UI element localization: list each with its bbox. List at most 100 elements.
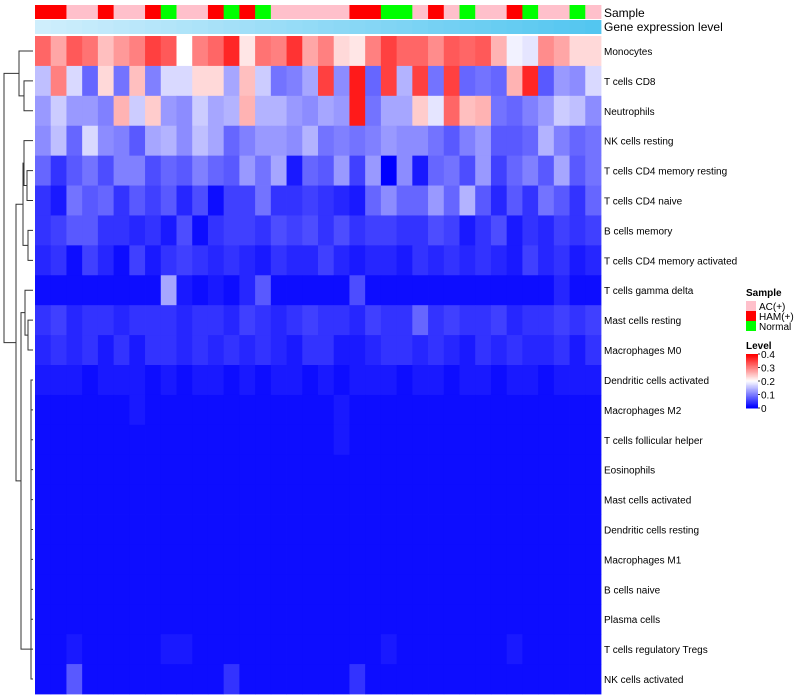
gene-expression-annotation-cell [223,20,240,34]
heatmap-cell [396,454,413,486]
heatmap-cell [255,365,272,396]
heatmap-cell [333,394,350,426]
heatmap-cell [333,574,350,605]
heatmap-cell [522,634,539,665]
gene-expression-annotation-cell [129,20,146,34]
heatmap-cell [97,454,115,486]
row-label: Neutrophils [604,107,655,118]
heatmap-cell [569,65,586,97]
gene-expression-annotation-cell [82,20,99,34]
heatmap-cell [475,245,492,276]
heatmap-cell [35,305,52,336]
sample-annotation-cell [443,5,460,19]
annotation-label-sample: Sample [604,6,645,20]
heatmap-cell [113,514,130,545]
heatmap-cell [145,125,162,157]
sample-annotation-cell [145,5,162,19]
heatmap-cell [365,394,382,426]
heatmap-cell [113,335,130,366]
heatmap-cell [50,544,67,575]
heatmap-cell [82,155,99,186]
heatmap-cell [255,514,272,545]
heatmap-cell [160,95,177,127]
heatmap-cell [192,424,209,456]
heatmap-cell [380,664,398,695]
heatmap-cell [585,544,602,575]
heatmap-cell [506,36,523,67]
legend-level-gradient-step [746,375,758,378]
heatmap-cell [113,185,130,216]
heatmap-cell [302,335,319,366]
heatmap-cell [318,424,335,456]
heatmap-cell [160,215,177,246]
heatmap-cell [97,275,115,306]
heatmap-cell [66,574,83,605]
legend-level-gradient-step [746,385,758,387]
heatmap-cell [192,95,209,127]
heatmap-cell [223,664,240,695]
heatmap-cell [239,544,256,575]
heatmap-cell [82,514,99,545]
heatmap-cell [35,604,52,635]
heatmap-cell [443,604,460,635]
heatmap-cell [412,544,429,575]
heatmap-cell [396,335,413,366]
heatmap-cell [145,634,162,665]
heatmap-cell [255,335,272,366]
heatmap-cell [50,484,67,515]
heatmap-cell [145,604,162,635]
heatmap-cell [553,305,570,336]
heatmap-cell [380,604,398,635]
heatmap-cell [553,514,570,545]
heatmap-cell [97,574,115,605]
heatmap-cell [475,604,492,635]
heatmap-cell [459,335,476,366]
gene-expression-annotation-cell [538,20,555,34]
gene-expression-annotation-cell [553,20,570,34]
heatmap-cell [365,275,382,306]
heatmap-cell [223,125,240,157]
row-label: NK cells resting [604,137,673,148]
heatmap-cell [553,245,570,276]
heatmap-cell [145,514,162,545]
heatmap-cell [412,185,429,216]
sample-annotation-cell [585,5,602,19]
heatmap-cell [553,424,570,456]
heatmap-cell [459,245,476,276]
heatmap-cell [380,454,398,486]
heatmap-cell [459,305,476,336]
heatmap-cell [145,484,162,515]
row-label: T cells regulatory Tregs [604,645,708,656]
heatmap-cell [145,245,162,276]
heatmap-cell [50,604,67,635]
heatmap-cell [239,125,256,157]
heatmap-cell [333,544,350,575]
heatmap-cell [585,424,602,456]
heatmap-cell [349,95,366,127]
heatmap-cell [192,335,209,366]
heatmap-cell [349,125,366,157]
heatmap-cell [207,454,225,486]
heatmap-cell [428,155,445,186]
heatmap-cell [428,544,445,575]
dendrogram-branch [26,170,33,201]
heatmap-cell [192,305,209,336]
heatmap-cell [207,365,225,396]
heatmap-cell [412,125,429,157]
heatmap-cell [35,275,52,306]
heatmap-cell [176,664,193,695]
heatmap-cell [569,664,586,695]
heatmap-cell [270,514,287,545]
heatmap-cell [113,95,130,127]
heatmap-cell [207,634,225,665]
heatmap-cell [333,335,350,366]
heatmap-cell [428,125,445,157]
heatmap-cell [459,574,476,605]
sample-annotation-cell [50,5,67,19]
heatmap-cell [192,245,209,276]
heatmap-cell [365,245,382,276]
sample-annotation-cell [318,5,335,19]
heatmap-cell [412,424,429,456]
heatmap-cell [270,36,287,67]
heatmap-cell [223,36,240,67]
